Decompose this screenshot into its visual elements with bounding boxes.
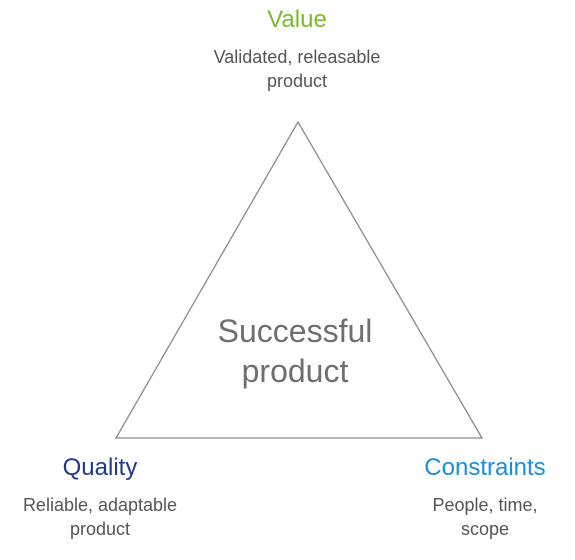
vertex-quality-title: Quality [62, 454, 138, 481]
vertex-value-title: Value [267, 6, 327, 33]
vertex-value-description: Validated, releasable product [137, 45, 457, 93]
triangle-outline [114, 120, 484, 439]
vertex-constraints-description: People, time, scope [395, 493, 575, 541]
center-label: Successful product [170, 311, 420, 391]
vertex-value-desc-line1: Validated, releasable [213, 47, 381, 67]
vertex-constraints-title: Constraints [424, 454, 546, 481]
vertex-quality-description: Reliable, adaptable product [0, 493, 200, 541]
vertex-quality: Quality Reliable, adaptable product [0, 453, 200, 541]
vertex-constraints-desc-line2: scope [460, 519, 510, 539]
vertex-quality-desc-line2: product [69, 519, 131, 539]
center-label-line1: Successful [217, 313, 373, 349]
vertex-constraints-desc-line1: People, time, [432, 495, 538, 515]
vertex-constraints: Constraints People, time, scope [395, 453, 575, 541]
vertex-value-desc-line2: product [266, 71, 328, 91]
center-label-line2: product [241, 353, 349, 389]
vertex-value: Value Validated, releasable product [137, 5, 457, 93]
vertex-quality-desc-line1: Reliable, adaptable [22, 495, 178, 515]
